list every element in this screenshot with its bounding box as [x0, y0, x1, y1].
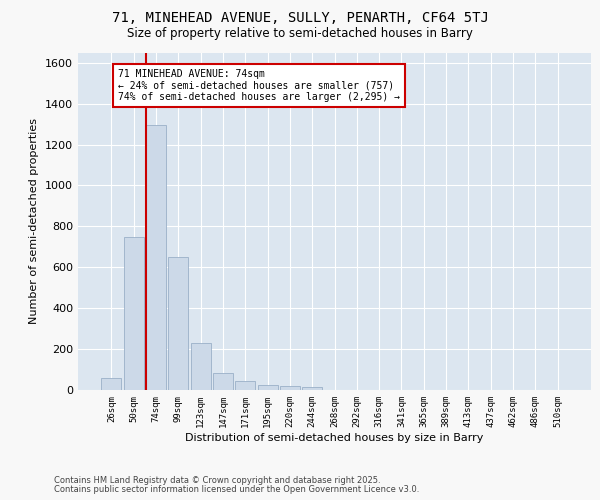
- Text: Contains HM Land Registry data © Crown copyright and database right 2025.: Contains HM Land Registry data © Crown c…: [54, 476, 380, 485]
- Bar: [101, 378, 121, 390]
- Bar: [257, 385, 278, 390]
- Text: Size of property relative to semi-detached houses in Barry: Size of property relative to semi-detach…: [127, 28, 473, 40]
- Bar: [168, 257, 188, 390]
- Y-axis label: Number of semi-detached properties: Number of semi-detached properties: [29, 118, 40, 324]
- Bar: [146, 125, 166, 390]
- Bar: [280, 386, 300, 390]
- Bar: [235, 381, 255, 390]
- Bar: [191, 343, 211, 390]
- Bar: [124, 236, 144, 390]
- Text: 71 MINEHEAD AVENUE: 74sqm
← 24% of semi-detached houses are smaller (757)
74% of: 71 MINEHEAD AVENUE: 74sqm ← 24% of semi-…: [118, 69, 400, 102]
- Bar: [302, 387, 322, 390]
- X-axis label: Distribution of semi-detached houses by size in Barry: Distribution of semi-detached houses by …: [185, 432, 484, 442]
- Text: Contains public sector information licensed under the Open Government Licence v3: Contains public sector information licen…: [54, 485, 419, 494]
- Text: 71, MINEHEAD AVENUE, SULLY, PENARTH, CF64 5TJ: 71, MINEHEAD AVENUE, SULLY, PENARTH, CF6…: [112, 11, 488, 25]
- Bar: [213, 372, 233, 390]
